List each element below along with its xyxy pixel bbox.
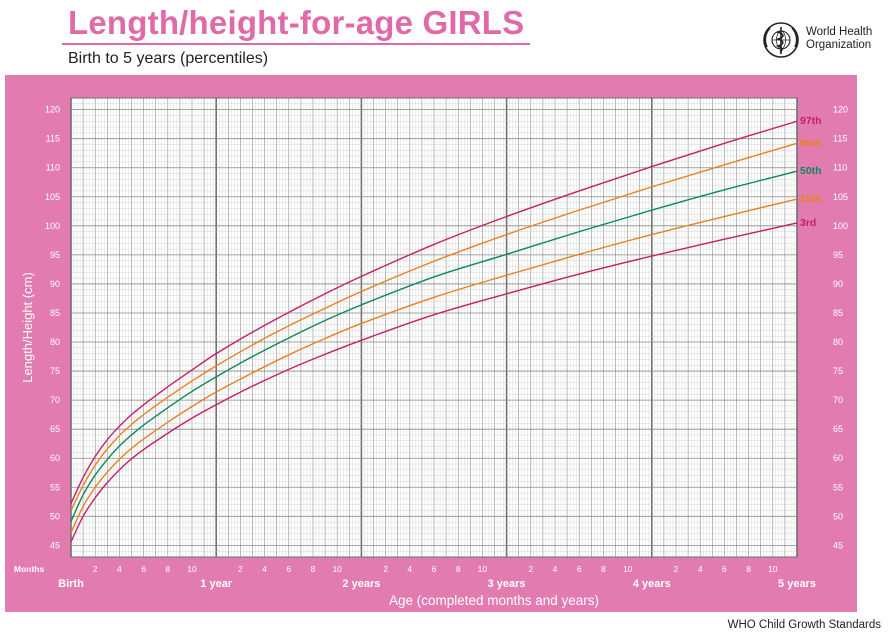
month-tick-label: 10 bbox=[332, 564, 342, 574]
y-tick-label-right: 65 bbox=[833, 424, 843, 434]
month-tick-label: 8 bbox=[311, 564, 316, 574]
y-tick-label-left: 50 bbox=[50, 511, 60, 521]
month-tick-label: 6 bbox=[141, 564, 146, 574]
month-tick-label: 10 bbox=[478, 564, 488, 574]
y-tick-label-left: 55 bbox=[50, 482, 60, 492]
y-tick-label-left: 100 bbox=[45, 221, 60, 231]
chart-panel: 45 45 50 50 55 55 60 60 65 65 70 70 75 75 80 80 85 85 90 90… bbox=[5, 75, 857, 612]
year-tick-label: 4 years bbox=[633, 578, 671, 590]
y-tick-label-right: 70 bbox=[833, 395, 843, 405]
y-tick-label-right: 60 bbox=[833, 453, 843, 463]
y-tick-label-left: 110 bbox=[46, 163, 60, 173]
y-tick-label-right: 100 bbox=[833, 221, 848, 231]
year-tick-label: 3 years bbox=[488, 578, 526, 590]
percentile-curve-97th bbox=[70, 120, 798, 504]
y-tick-label-right: 105 bbox=[833, 192, 848, 202]
month-tick-label: 6 bbox=[577, 564, 582, 574]
year-tick-label: 2 years bbox=[342, 578, 380, 590]
y-tick-label-left: 75 bbox=[50, 366, 60, 376]
vertical-grid bbox=[70, 98, 798, 557]
percentile-label-85th: 85th bbox=[800, 137, 822, 149]
y-tick-label-left: 120 bbox=[45, 105, 60, 115]
percentile-label-97th: 97th bbox=[800, 115, 822, 127]
month-tick-label: 10 bbox=[768, 564, 778, 574]
month-tick-label: 2 bbox=[238, 564, 243, 574]
organization-logo: World Health Organization bbox=[762, 21, 886, 59]
y-tick-label-left: 80 bbox=[50, 337, 60, 347]
month-tick-label: 10 bbox=[623, 564, 633, 574]
y-tick-label-right: 50 bbox=[833, 511, 843, 521]
plot-border bbox=[70, 97, 798, 558]
percentile-curve-50th bbox=[70, 170, 798, 522]
month-tick-label: 4 bbox=[407, 564, 412, 574]
month-tick-label: 6 bbox=[286, 564, 291, 574]
y-axis-label: Length/Height (cm) bbox=[20, 272, 35, 383]
organization-name: World Health Organization bbox=[806, 26, 873, 51]
y-tick-label-left: 65 bbox=[50, 424, 60, 434]
y-tick-label-right: 90 bbox=[833, 279, 843, 289]
growth-chart: 45 45 50 50 55 55 60 60 65 65 70 70 75 75 80 80 85 85 90 90… bbox=[14, 97, 848, 608]
month-tick-label: 2 bbox=[674, 564, 679, 574]
who-emblem-icon bbox=[763, 22, 799, 58]
percentile-label-15th: 15th bbox=[800, 193, 822, 205]
y-tick-label-right: 95 bbox=[833, 250, 843, 260]
y-tick-label-right: 110 bbox=[833, 163, 847, 173]
y-tick-label-right: 115 bbox=[833, 134, 847, 144]
percentile-curve-3rd bbox=[70, 222, 798, 543]
page-subtitle: Birth to 5 years (percentiles) bbox=[68, 50, 269, 67]
percentile-curve-15th bbox=[70, 198, 798, 533]
month-tick-label: 4 bbox=[698, 564, 703, 574]
y-tick-label-right: 85 bbox=[833, 308, 843, 318]
percentile-curves bbox=[70, 120, 798, 543]
month-tick-label: 2 bbox=[93, 564, 98, 574]
month-tick-label: 4 bbox=[262, 564, 267, 574]
y-tick-label-left: 95 bbox=[50, 250, 60, 260]
year-tick-label: 5 years bbox=[778, 578, 816, 590]
footer-source: WHO Child Growth Standards bbox=[727, 619, 881, 631]
percentile-label-50th: 50th bbox=[800, 165, 822, 177]
y-tick-label-right: 75 bbox=[833, 366, 843, 376]
percentile-label-3rd: 3rd bbox=[800, 217, 816, 229]
month-tick-label: 2 bbox=[528, 564, 533, 574]
y-tick-label-left: 105 bbox=[45, 192, 60, 202]
percentile-curve-85th bbox=[70, 142, 798, 511]
y-tick-label-left: 70 bbox=[50, 395, 60, 405]
y-tick-label-left: 115 bbox=[46, 134, 60, 144]
month-tick-label: 8 bbox=[456, 564, 461, 574]
month-tick-label: 8 bbox=[165, 564, 170, 574]
title-underline bbox=[62, 43, 530, 45]
y-tick-label-right: 120 bbox=[833, 105, 848, 115]
month-tick-label: 10 bbox=[187, 564, 197, 574]
month-tick-label: 6 bbox=[722, 564, 727, 574]
y-tick-label-left: 90 bbox=[50, 279, 60, 289]
month-tick-label: 4 bbox=[117, 564, 122, 574]
y-tick-label-left: 45 bbox=[50, 540, 60, 550]
months-label: Months bbox=[14, 564, 44, 574]
y-tick-label-right: 80 bbox=[833, 337, 843, 347]
x-axis-label: Age (completed months and years) bbox=[389, 593, 599, 608]
month-tick-label: 2 bbox=[383, 564, 388, 574]
year-tick-label: Birth bbox=[58, 578, 84, 590]
y-tick-label-left: 60 bbox=[50, 453, 60, 463]
y-tick-label-left: 85 bbox=[50, 308, 60, 318]
month-tick-label: 8 bbox=[746, 564, 751, 574]
year-tick-label: 1 year bbox=[200, 578, 233, 590]
page-title: Length/height-for-age GIRLS bbox=[68, 4, 525, 41]
y-tick-label-right: 55 bbox=[833, 482, 843, 492]
month-tick-label: 8 bbox=[601, 564, 606, 574]
y-tick-label-right: 45 bbox=[833, 540, 843, 550]
month-tick-label: 6 bbox=[432, 564, 437, 574]
month-tick-label: 4 bbox=[553, 564, 558, 574]
